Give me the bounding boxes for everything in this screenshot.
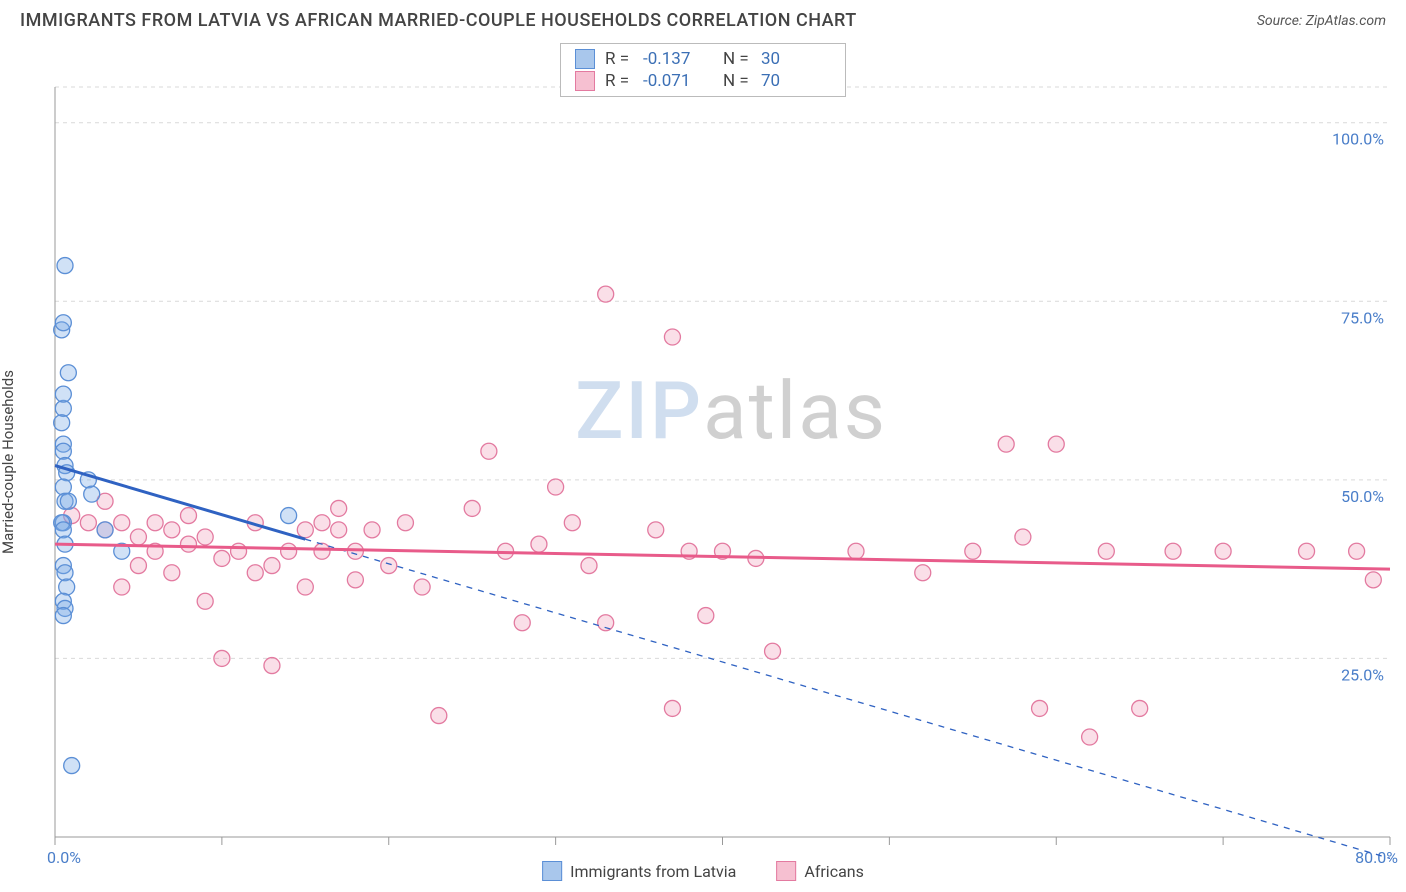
svg-text:100.0%: 100.0% (1332, 130, 1384, 149)
legend-item-africans: Africans (776, 861, 863, 881)
legend-swatch-africans (575, 71, 595, 91)
legend-label: Immigrants from Latvia (570, 862, 736, 881)
n-value-africans: 70 (761, 71, 831, 91)
legend-row-latvia: R = -0.137 N = 30 (575, 48, 831, 70)
title-bar: IMMIGRANTS FROM LATVIA VS AFRICAN MARRIE… (0, 0, 1406, 37)
n-value-latvia: 30 (761, 49, 831, 69)
svg-text:50.0%: 50.0% (1341, 487, 1384, 506)
chart-area: Married-couple Households 0.0% 80.0% 25.0%… (0, 37, 1406, 887)
legend-swatch-icon (542, 861, 562, 881)
svg-text:0.0%: 0.0% (47, 848, 81, 867)
r-label: R = (605, 71, 633, 91)
svg-text:25.0%: 25.0% (1341, 665, 1384, 684)
series-legend: Immigrants from Latvia Africans (542, 861, 864, 881)
correlation-legend: R = -0.137 N = 30 R = -0.071 N = 70 (560, 43, 846, 97)
n-label: N = (723, 71, 751, 91)
svg-text:80.0%: 80.0% (1355, 848, 1398, 867)
legend-label: Africans (804, 862, 863, 881)
r-value-latvia: -0.137 (643, 49, 713, 69)
r-label: R = (605, 49, 633, 69)
n-label: N = (723, 49, 751, 69)
source-attribution: Source: ZipAtlas.com (1257, 13, 1386, 29)
chart-title: IMMIGRANTS FROM LATVIA VS AFRICAN MARRIE… (20, 10, 857, 31)
svg-text:75.0%: 75.0% (1341, 308, 1384, 327)
y-axis-label: Married-couple Households (0, 370, 17, 554)
legend-swatch-icon (776, 861, 796, 881)
legend-item-latvia: Immigrants from Latvia (542, 861, 736, 881)
scatter-plot-svg: 0.0% 80.0% 25.0% 50.0% 75.0% 100.0% (0, 37, 1406, 877)
legend-swatch-latvia (575, 49, 595, 69)
legend-row-africans: R = -0.071 N = 70 (575, 70, 831, 92)
r-value-africans: -0.071 (643, 71, 713, 91)
